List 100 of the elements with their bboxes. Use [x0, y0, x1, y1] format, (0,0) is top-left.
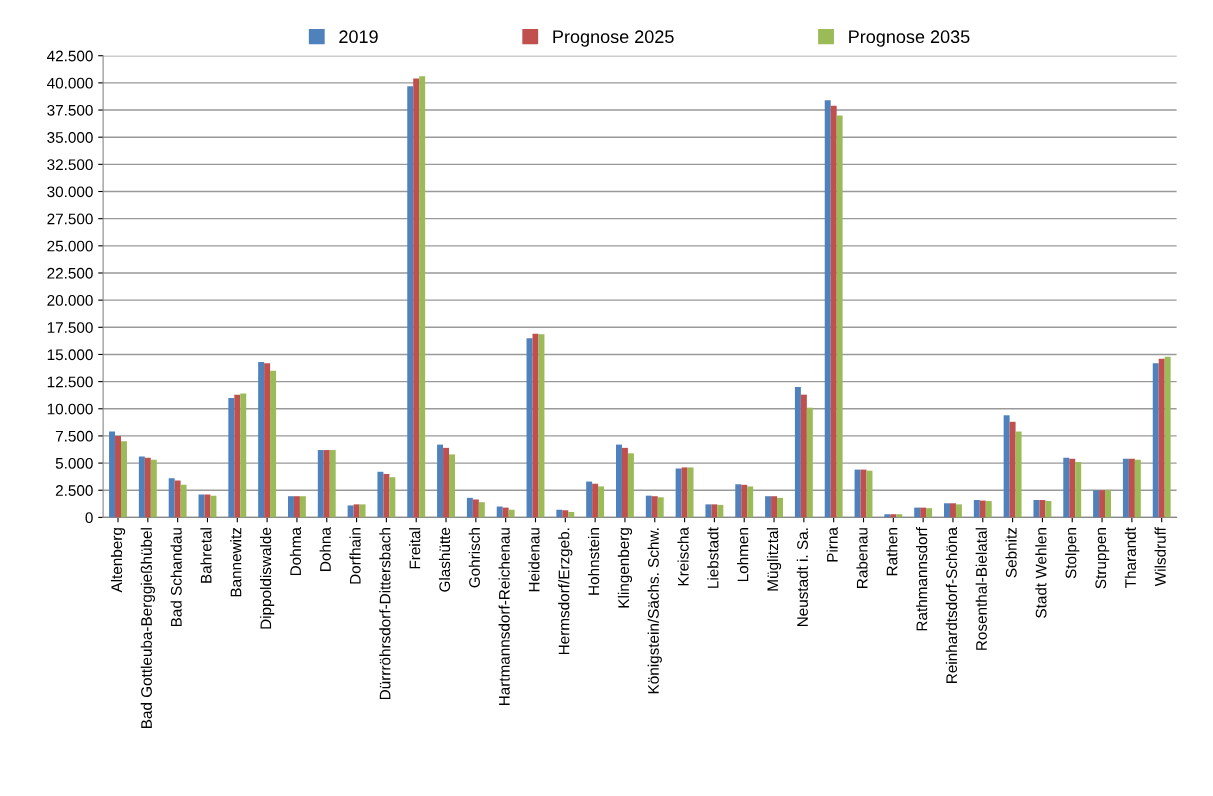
bar: [329, 450, 336, 518]
bar: [627, 453, 634, 518]
bar: [711, 504, 718, 518]
bar: [890, 514, 897, 518]
bar: [1164, 356, 1171, 518]
bar: [985, 501, 992, 518]
bar: [735, 484, 742, 518]
legend-label: Prognose 2035: [849, 30, 970, 47]
bar: [1003, 415, 1010, 518]
y-tick-label: 37.500: [47, 104, 93, 116]
bar: [592, 483, 599, 518]
x-tick-label: Pirna: [826, 527, 838, 562]
bar: [944, 503, 950, 518]
y-tick-label: 12.500: [47, 376, 93, 388]
bar: [645, 495, 652, 518]
y-tick-label: 35.000: [47, 132, 93, 143]
x-tick-label: Gohrisch: [468, 528, 480, 588]
bar: [407, 86, 414, 518]
bar: [121, 441, 127, 518]
x-tick-label: Neustadt i. Sa.: [796, 528, 808, 627]
y-tick-label: 7.500: [55, 430, 93, 442]
bar: [204, 494, 211, 518]
bar: [264, 363, 271, 518]
bar: [502, 507, 509, 518]
y-tick-label: 2.500: [55, 485, 93, 496]
y-tick-label: 10.000: [47, 403, 93, 415]
bar: [830, 105, 837, 518]
bar: [896, 514, 903, 518]
bar: [538, 334, 545, 518]
bar: [717, 504, 724, 518]
bar: [955, 504, 962, 518]
bar: [1152, 363, 1159, 518]
bar: [1063, 457, 1070, 518]
x-tick-label: Reinhardtsdorf-Schöna: [945, 527, 958, 683]
x-tick-label: Müglitztal: [766, 528, 782, 591]
bar: [777, 497, 783, 518]
y-tick-label: 32.500: [47, 159, 93, 171]
bar: [210, 495, 217, 518]
bar: [174, 480, 181, 518]
bar: [508, 509, 515, 518]
x-tick-label: Rathmannsdorf: [916, 527, 928, 631]
bar: [675, 468, 682, 518]
bar: [556, 509, 563, 518]
y-tick-label: 0: [85, 512, 93, 524]
y-tick-label: 30.000: [47, 186, 93, 198]
bar: [437, 444, 444, 518]
y-tick-label: 42.500: [47, 50, 93, 62]
x-tick-label: Freital: [409, 528, 421, 569]
x-tick-label: Rabenau: [856, 528, 868, 588]
bar: [771, 496, 778, 518]
bar: [115, 435, 121, 518]
bar: [562, 510, 569, 518]
bar: [353, 504, 360, 518]
bar: [836, 115, 843, 518]
x-tick-label: Bannewitz: [230, 527, 242, 597]
x-tick-label: Bad Schandau: [170, 528, 182, 627]
bar: [472, 499, 479, 518]
bar: [705, 504, 712, 518]
bar: [478, 502, 485, 518]
x-tick-label: Königstein/Sächs. Schw.: [647, 528, 662, 694]
x-tick-label: Rosenthal-Bielatal: [975, 528, 987, 650]
bar: [926, 508, 933, 518]
bar: [138, 456, 145, 518]
bar: [1122, 458, 1129, 518]
y-tick-label: 22.500: [47, 267, 93, 279]
bar: [1105, 490, 1112, 518]
bar: [1045, 501, 1052, 518]
x-tick-label: Stadt Wehlen: [1035, 528, 1047, 618]
bar: [168, 478, 175, 518]
y-tick-label: 5.000: [55, 457, 93, 469]
x-tick-label: Hohnstein: [588, 528, 600, 595]
bar: [866, 470, 873, 518]
x-tick-label: Wilsdruff: [1154, 527, 1166, 587]
x-tick-label: Dürrröhrsdorf-Dittersbach: [379, 528, 391, 700]
bar: [419, 76, 426, 518]
x-tick-label: Dohna: [319, 527, 331, 571]
bar: [747, 486, 754, 518]
bar: [806, 407, 813, 518]
bar: [824, 100, 831, 518]
bar: [884, 514, 891, 518]
bar: [1158, 358, 1165, 518]
y-tick-label: 27.500: [47, 213, 93, 225]
y-tick-label: 25.000: [47, 240, 93, 252]
bar: [496, 506, 503, 518]
bar: [1033, 500, 1040, 518]
bar: [413, 78, 420, 518]
bar: [568, 511, 575, 518]
bar: [1099, 490, 1106, 518]
x-tick-label: Sebnitz: [1005, 527, 1017, 578]
bar: [800, 394, 807, 518]
x-tick-label: Dorfhain: [349, 528, 361, 584]
y-tick-label: 40.000: [47, 77, 93, 89]
bar: [651, 496, 658, 518]
legend-label: Prognose 2025: [553, 30, 674, 47]
bar: [299, 496, 306, 518]
x-tick-label: Bad Gottleuba-Berggießhübel: [140, 528, 155, 728]
bar: [228, 397, 235, 518]
bar: [389, 477, 396, 518]
bar: [854, 469, 861, 518]
bar: [765, 496, 772, 518]
